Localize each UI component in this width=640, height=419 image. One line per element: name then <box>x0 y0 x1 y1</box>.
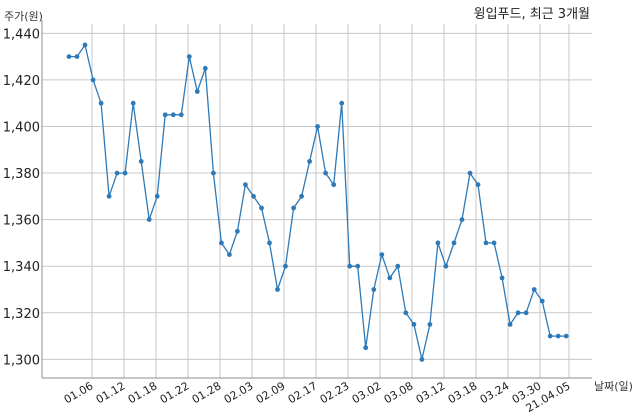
data-point <box>243 182 248 188</box>
data-point <box>299 193 304 199</box>
data-point <box>194 89 200 94</box>
data-point <box>491 240 497 246</box>
y-tick-label: 1,300 <box>3 353 40 368</box>
data-point <box>130 100 136 106</box>
y-axis-title: 주가(원) <box>4 10 43 23</box>
x-tick-label: 01.18 <box>126 379 160 406</box>
data-point <box>331 182 337 188</box>
label-layer: 1,300 1,320 1,340 1,360 1,380 1,400 1,420 1,440… <box>3 27 573 415</box>
data-point <box>483 240 489 246</box>
data-point <box>499 275 505 281</box>
data-point <box>387 275 393 281</box>
data-point <box>178 112 184 118</box>
x-axis-title: 날짜(일) <box>594 379 633 393</box>
data-point <box>419 357 425 362</box>
x-tick-label: 01.22 <box>158 379 192 406</box>
data-point <box>475 182 481 188</box>
x-tick-label: 03.24 <box>478 379 512 406</box>
data-point <box>443 263 449 269</box>
data-point <box>275 287 280 292</box>
y-tick-label: 1,360 <box>3 214 40 229</box>
data-point <box>90 77 96 83</box>
series-line <box>69 43 567 360</box>
data-point <box>122 170 128 176</box>
x-tick-label: 01.12 <box>94 379 128 406</box>
data-point <box>138 159 144 164</box>
data-point <box>539 298 545 304</box>
x-tick-label: 02.17 <box>286 379 320 406</box>
data-point <box>467 170 473 176</box>
series-layer <box>66 42 569 362</box>
x-tick-label: 02.03 <box>222 379 256 406</box>
data-point <box>251 193 256 199</box>
data-point <box>154 193 160 199</box>
data-point <box>363 345 369 351</box>
data-point <box>547 333 553 339</box>
data-point <box>531 287 537 292</box>
x-tick-label: 03.08 <box>382 379 416 406</box>
y-tick-label: 1,400 <box>3 120 40 135</box>
data-point <box>186 54 192 59</box>
y-tick-label: 1,380 <box>3 167 40 182</box>
data-point <box>523 310 529 316</box>
data-point <box>355 263 361 269</box>
data-point <box>283 263 288 269</box>
data-point <box>146 217 152 223</box>
data-point <box>347 263 353 269</box>
y-tick-label: 1,440 <box>3 27 40 42</box>
y-tick-label: 1,420 <box>3 74 40 89</box>
data-point <box>170 112 176 118</box>
x-tick-label: 03.02 <box>350 379 384 406</box>
axis-layer <box>41 20 592 379</box>
data-point <box>371 287 377 292</box>
data-point <box>427 322 433 327</box>
data-point <box>162 112 168 118</box>
x-tick-label: 03.12 <box>414 379 448 406</box>
x-tick-label: 03.18 <box>446 379 480 406</box>
y-tick-label: 1,340 <box>3 260 40 275</box>
data-point <box>323 170 328 176</box>
data-point <box>291 205 296 211</box>
data-point <box>307 159 312 164</box>
data-point <box>267 240 272 246</box>
data-point <box>555 333 561 339</box>
data-point <box>379 252 385 257</box>
data-point <box>98 100 104 106</box>
data-point <box>395 263 401 269</box>
y-tick-label: 1,320 <box>3 307 40 322</box>
data-point <box>74 54 80 59</box>
data-point <box>211 170 216 176</box>
data-point <box>82 42 88 48</box>
data-point <box>114 170 120 176</box>
x-tick-label: 01.28 <box>190 379 224 406</box>
data-point <box>219 240 224 246</box>
data-point <box>315 124 320 129</box>
grid-layer <box>42 24 592 378</box>
data-point <box>435 240 441 246</box>
data-point <box>563 333 569 339</box>
data-point <box>235 228 240 234</box>
data-point <box>227 252 232 257</box>
x-tick-label: 01.06 <box>62 379 96 406</box>
data-point <box>202 65 208 71</box>
data-point <box>515 310 521 316</box>
data-point <box>66 54 72 59</box>
data-point <box>507 322 513 327</box>
data-point <box>451 240 457 246</box>
data-point <box>403 310 409 316</box>
chart-title: 윙입푸드, 최근 3개월 <box>474 6 590 22</box>
data-point <box>106 193 112 199</box>
data-point <box>411 322 417 327</box>
x-tick-label: 02.23 <box>318 379 352 406</box>
x-tick-label: 02.09 <box>254 379 288 406</box>
data-point <box>339 100 345 106</box>
data-point <box>259 205 264 211</box>
data-point <box>459 217 465 223</box>
